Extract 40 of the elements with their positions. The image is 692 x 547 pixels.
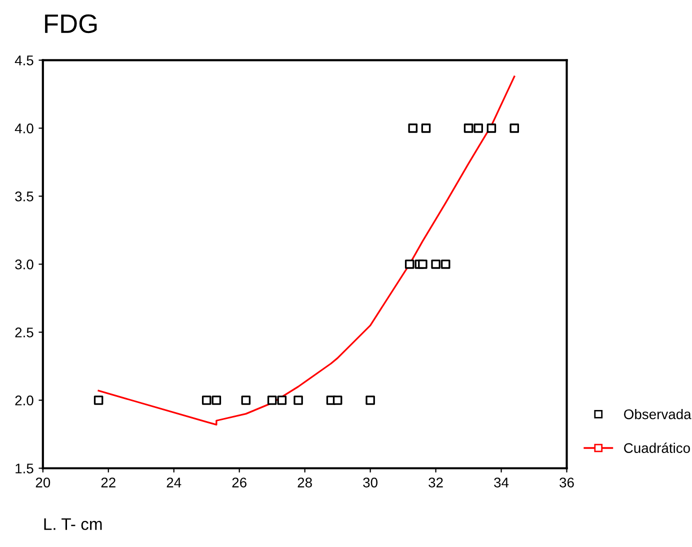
x-tick-label: 34: [494, 478, 509, 488]
y-tick-label: 3.0: [15, 260, 34, 270]
legend-label: Observada: [624, 409, 692, 420]
point: [474, 124, 483, 133]
x-tick-label: 26: [232, 478, 246, 488]
x-tick-label: 20: [36, 478, 50, 488]
line-series: [98, 76, 516, 426]
chart-title: FDG: [45, 14, 97, 34]
x-tick-label: 28: [298, 478, 312, 488]
point: [241, 396, 251, 405]
x-axis-title: L. T- cm: [44, 518, 102, 530]
point: [267, 396, 277, 405]
point: [366, 396, 375, 405]
point: [202, 396, 212, 405]
point: [464, 124, 474, 133]
point: [421, 124, 431, 133]
y-tick-label: 2.5: [15, 328, 34, 338]
y-tick-label: 2.0: [15, 396, 34, 406]
legend-label: Cuadrático: [624, 442, 690, 453]
x-tick-label: 36: [560, 478, 574, 488]
point: [294, 396, 303, 405]
y-tick-label: 4.5: [14, 56, 34, 66]
point: [486, 124, 496, 133]
point: [431, 260, 440, 269]
point: [408, 124, 418, 133]
point: [212, 396, 222, 405]
point: [418, 260, 428, 269]
x-tick-label: 22: [101, 478, 116, 488]
point: [277, 396, 287, 405]
point: [332, 396, 342, 405]
y-tick-label: 4.0: [14, 124, 34, 134]
x-tick-label: 32: [428, 478, 443, 488]
point: [94, 396, 104, 405]
x-tick-label: 30: [363, 478, 378, 488]
y-tick-label: 1.5: [16, 464, 34, 474]
x-tick-label: 24: [166, 478, 182, 488]
point: [440, 260, 450, 269]
point: [510, 124, 520, 133]
point: [404, 260, 414, 269]
y-tick-label: 3.5: [15, 192, 34, 202]
